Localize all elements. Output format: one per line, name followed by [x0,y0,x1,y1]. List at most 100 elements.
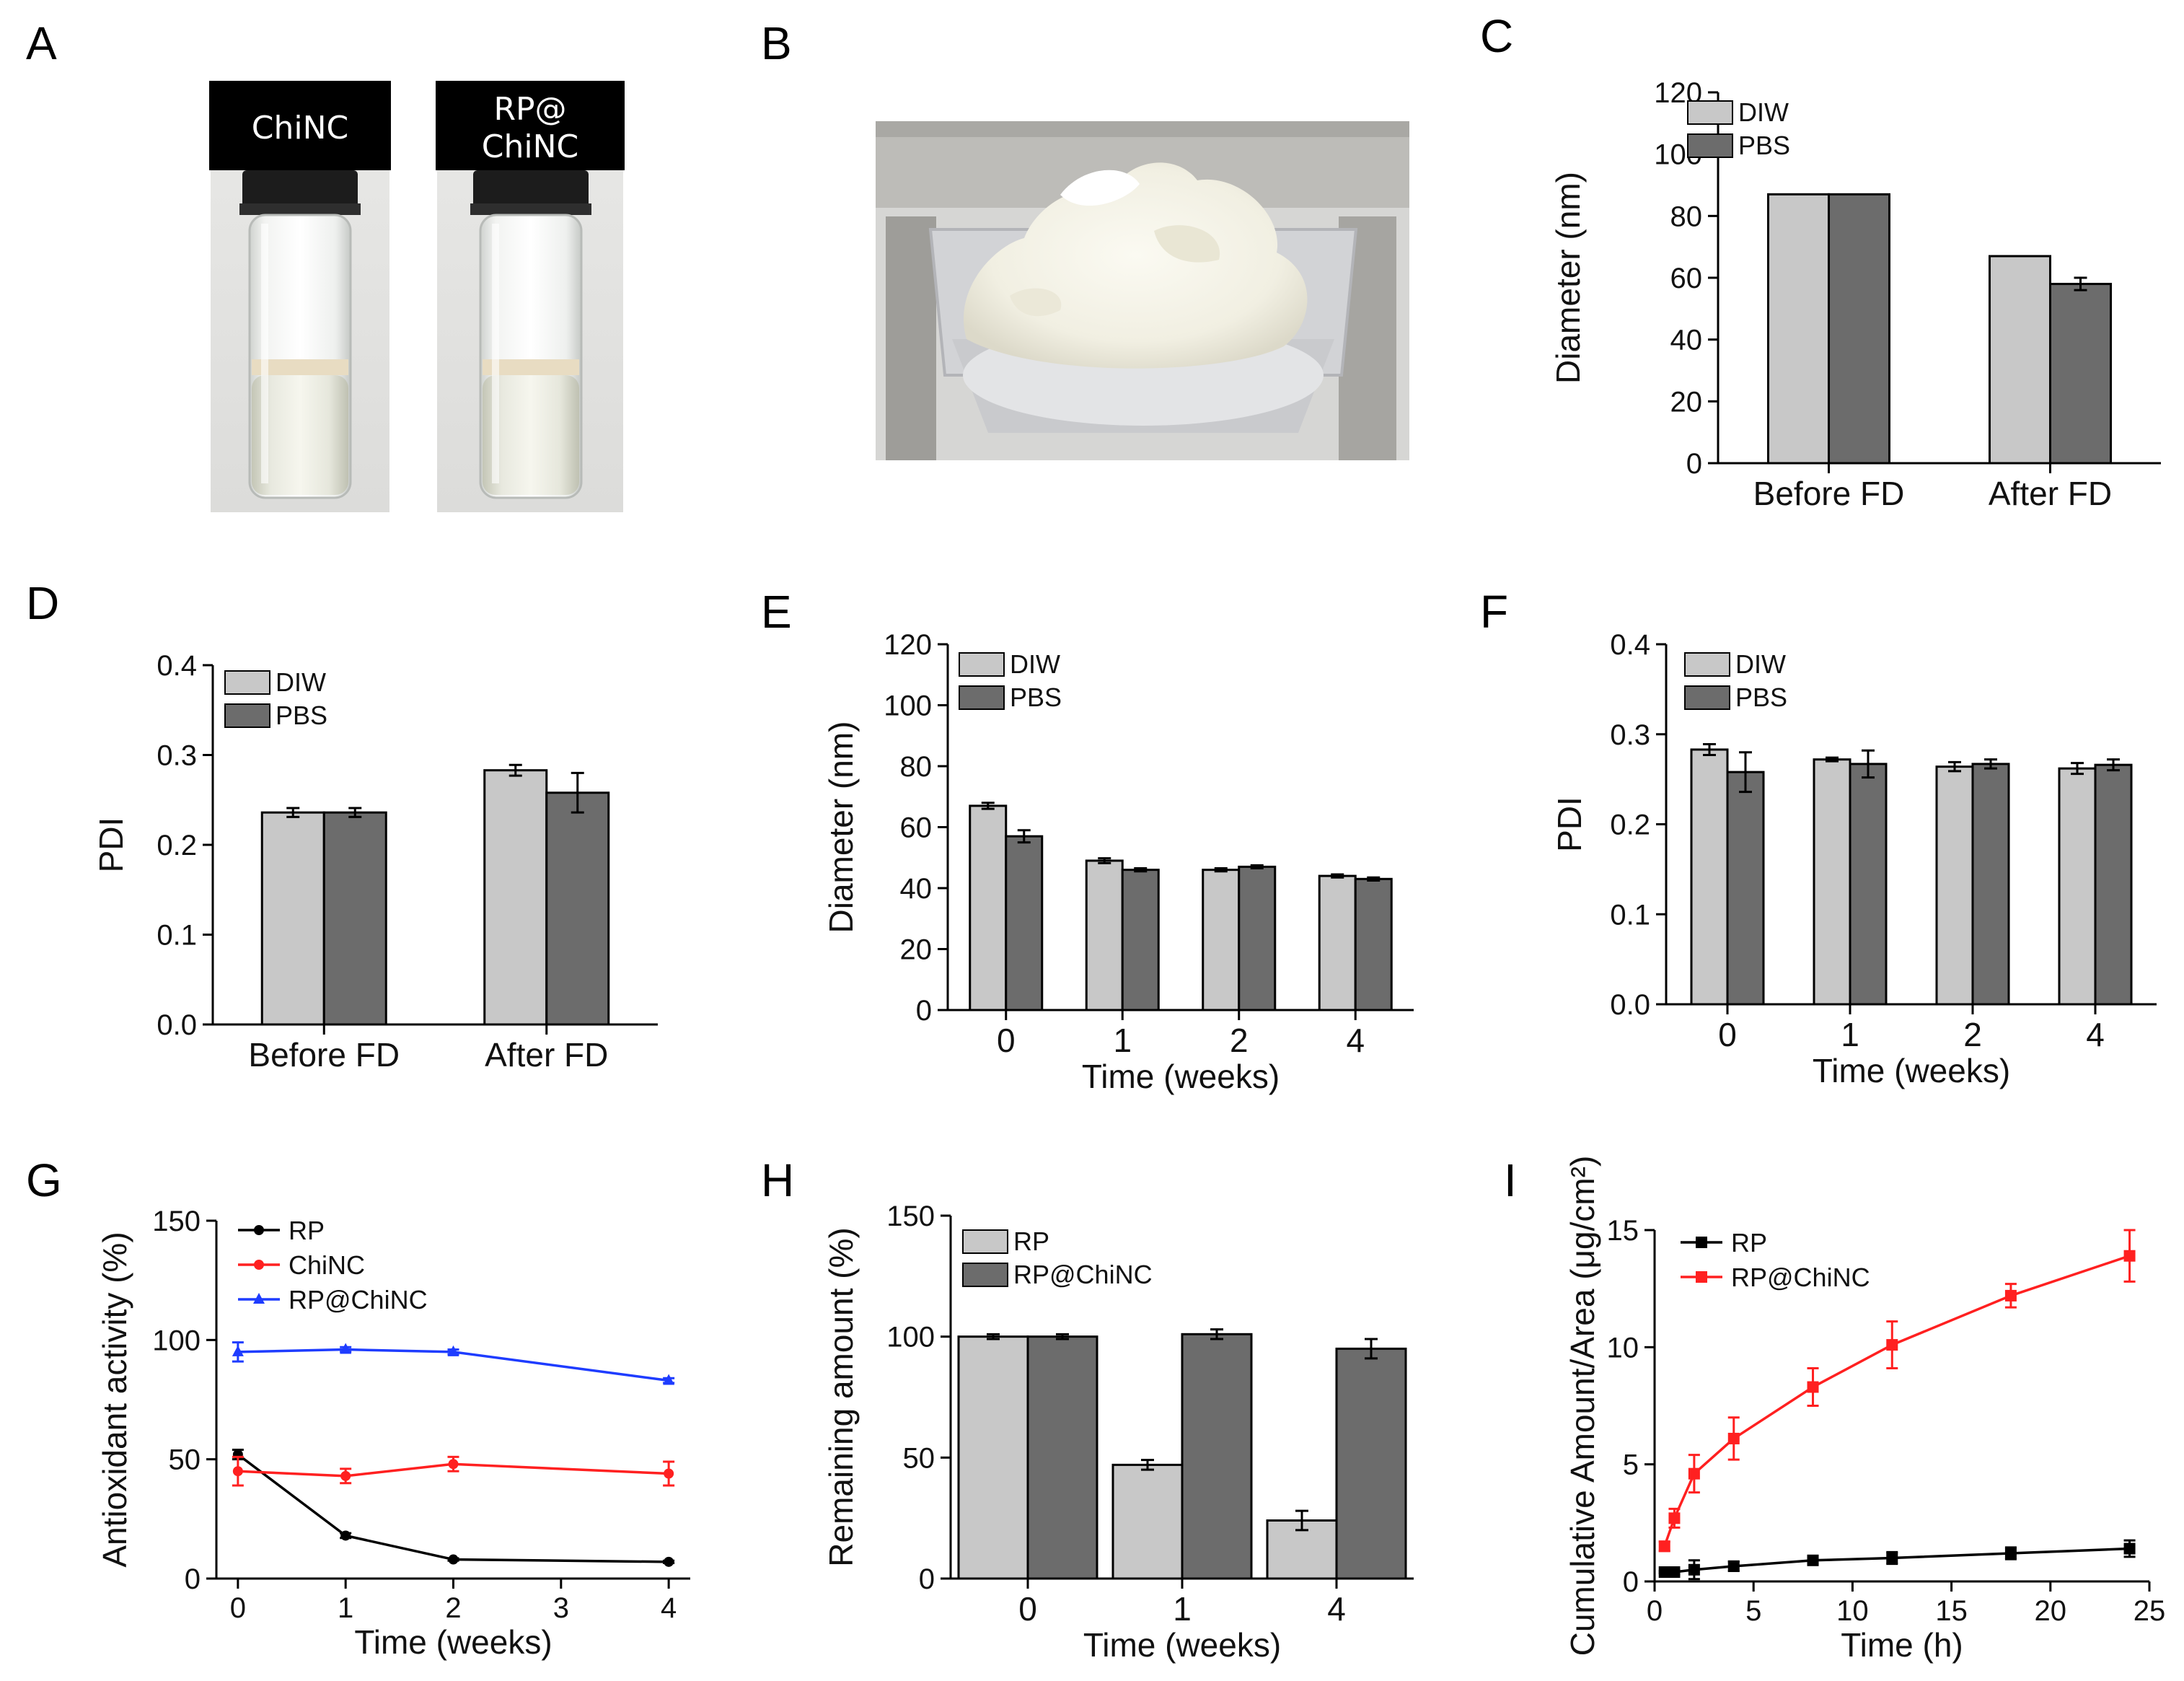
chart-f-legend-swatch [1684,685,1730,710]
vial-rp-chinc-label-line2: ChiNC [482,128,578,165]
chart-i-point-rpchinc [1668,1512,1681,1524]
chart-f-x-tick-label: 4 [2086,1016,2105,1053]
chart-i-legend-marker [1696,1237,1707,1248]
chart-e-y-tick-label: 80 [900,751,933,783]
chart-f-legend-swatch [1684,652,1730,677]
chart-i-point-rp [2004,1548,2017,1560]
chart-f-x-tick-label: 1 [1841,1016,1859,1053]
chart-d-y-tick-label: 0.2 [157,830,197,861]
chart-e-legend-label: DIW [1010,649,1060,679]
chart-g-point-rpchinc [447,1345,459,1356]
chart-f-y-tick-label: 0.0 [1610,989,1650,1021]
chart-e-y-tick-label: 40 [900,873,933,905]
chart-e-x-tick-label: 2 [1230,1022,1249,1059]
chart-g-legend-marker [254,1260,264,1270]
chart-i-point-rp [1668,1566,1681,1579]
chart-i-point-rp [1807,1554,1819,1566]
chart-g-y-tick-label: 150 [152,1206,201,1237]
chart-f-y-tick-label: 0.2 [1610,809,1650,841]
chart-c-y-tick-label: 80 [1670,201,1703,232]
chart-e-x-tick-label: 4 [1346,1022,1365,1059]
chart-f-y-tick-label: 0.4 [1610,629,1650,661]
chart-f-y-tick-label: 0.3 [1610,719,1650,751]
chart-i-point-rpchinc [1727,1432,1740,1444]
panel-letter-a: A [26,17,57,69]
chart-g-legend-label: RP [289,1216,325,1245]
chart-i-point-rp [1886,1552,1898,1564]
chart-c-y-tick-label: 20 [1670,386,1703,418]
chart-g-point-rp [664,1556,674,1567]
chart-i-point-rpchinc [2123,1250,2136,1262]
chart-e-bar-pbs-1 [1121,869,1160,1011]
chart-i-point-rp [1727,1560,1740,1572]
chart-f-bar-diw-3 [2058,767,2097,1006]
chart-f-bar-diw-1 [1813,758,1851,1006]
panel-letter-d: D [26,577,59,629]
chart-i-x-tick-label: 5 [1745,1595,1761,1627]
chart-e-bar-pbs-2 [1238,865,1277,1011]
chart-d-pdi-freeze-drying: 0.0 0.1 0.2 0.3 0.4 PDI Before FD After FD DIW PB… [92,650,658,1074]
chart-d-y-tick-label: 0.0 [157,1009,197,1041]
chart-i-y-tick-label: 0 [1623,1566,1639,1598]
chart-h-bar-rpchinc-2 [1335,1347,1407,1580]
chart-i-y-axis-title: Cumulative Amount/Area (μg/cm²) [1564,1156,1601,1656]
chart-e-x-tick-label: 0 [997,1022,1016,1059]
chart-f-bar-diw-2 [1935,765,1974,1006]
chart-e-y-axis-title: Diameter (nm) [822,721,860,934]
chart-g-x-axis-title: Time (weeks) [354,1623,552,1661]
chart-h-y-axis-title: Remaining amount (%) [822,1227,860,1566]
chart-g-legend-marker [253,1293,265,1304]
chart-g-legend-label: ChiNC [289,1250,365,1280]
chart-e-legend-swatch [959,685,1005,710]
chart-d-y-axis-title: PDI [92,817,130,873]
chart-g-x-tick-label: 1 [338,1592,353,1624]
chart-d-y-tick-label: 0.3 [157,740,197,772]
chart-c-x-tick-label: Before FD [1753,475,1905,512]
chart-h-remaining-amount: 0 50 100 150 Remaining amount (%) 0 1 4 Time (we… [822,1201,1414,1664]
chart-e-x-tick-label: 1 [1113,1022,1132,1059]
chart-g-line-chinc [237,1462,669,1478]
chart-d-legend-swatch [224,670,270,695]
chart-c-bar-pbs-1 [2049,283,2112,465]
chart-g-point-chinc [232,1466,243,1477]
chart-f-x-tick-label: 2 [1963,1016,1982,1053]
chart-h-x-tick-label: 1 [1173,1590,1192,1628]
chart-e-legend-label: PBS [1010,683,1062,712]
chart-f-bar-pbs-2 [1971,763,2010,1006]
chart-g-legend-marker [254,1225,264,1235]
chart-i-point-rp [1688,1563,1700,1576]
vial-chinc-label: ChiNC [252,110,348,146]
chart-h-legend-label: RP@ChiNC [1013,1260,1153,1289]
chart-c-y-tick-label: 40 [1670,325,1703,356]
chart-g-point-rp [340,1530,351,1541]
chart-e-y-tick-label: 20 [900,934,933,966]
chart-c-legend-label: DIW [1738,97,1789,127]
chart-g-y-axis-title: Antioxidant activity (%) [96,1232,133,1567]
chart-g-line-rpchinc [237,1348,669,1382]
chart-g-legend-label: RP@ChiNC [289,1285,428,1314]
chart-i-x-tick-label: 25 [2134,1595,2166,1627]
chart-c-legend-swatch [1687,100,1733,125]
chart-e-x-axis-title: Time (weeks) [1082,1058,1280,1095]
chart-c-bar-diw-0 [1767,193,1830,465]
chart-i-y-tick-label: 10 [1607,1332,1639,1364]
chart-i-legend-label: RP [1731,1228,1767,1258]
chart-g-y-tick-label: 100 [152,1325,201,1356]
chart-i-point-rp [2123,1542,2136,1555]
chart-f-y-axis-title: PDI [1551,796,1588,852]
chart-f-pdi-storage: 0.0 0.1 0.2 0.3 0.4 PDI 0 1 2 4 Time (weeks) DIW PBS [1551,629,2157,1089]
photo-vials: ChiNC RP@ ChiNC [209,81,625,512]
chart-g-point-rp [448,1554,459,1565]
chart-i-x-tick-label: 0 [1647,1595,1663,1627]
chart-f-bar-pbs-3 [2094,763,2133,1006]
chart-f-y-tick-label: 0.1 [1610,899,1650,931]
chart-g-antioxidant-activity: 0 50 100 150 Antioxidant activity (%) 0 1 2 3 4 Ti… [96,1206,690,1661]
chart-i-legend-label: RP@ChiNC [1731,1263,1870,1292]
panel-letter-c: C [1480,10,1513,62]
chart-f-x-axis-title: Time (weeks) [1813,1052,2010,1089]
chart-g-point-chinc [448,1459,459,1470]
chart-d-bar-pbs-0 [322,811,387,1026]
chart-h-legend-swatch [962,1263,1008,1287]
